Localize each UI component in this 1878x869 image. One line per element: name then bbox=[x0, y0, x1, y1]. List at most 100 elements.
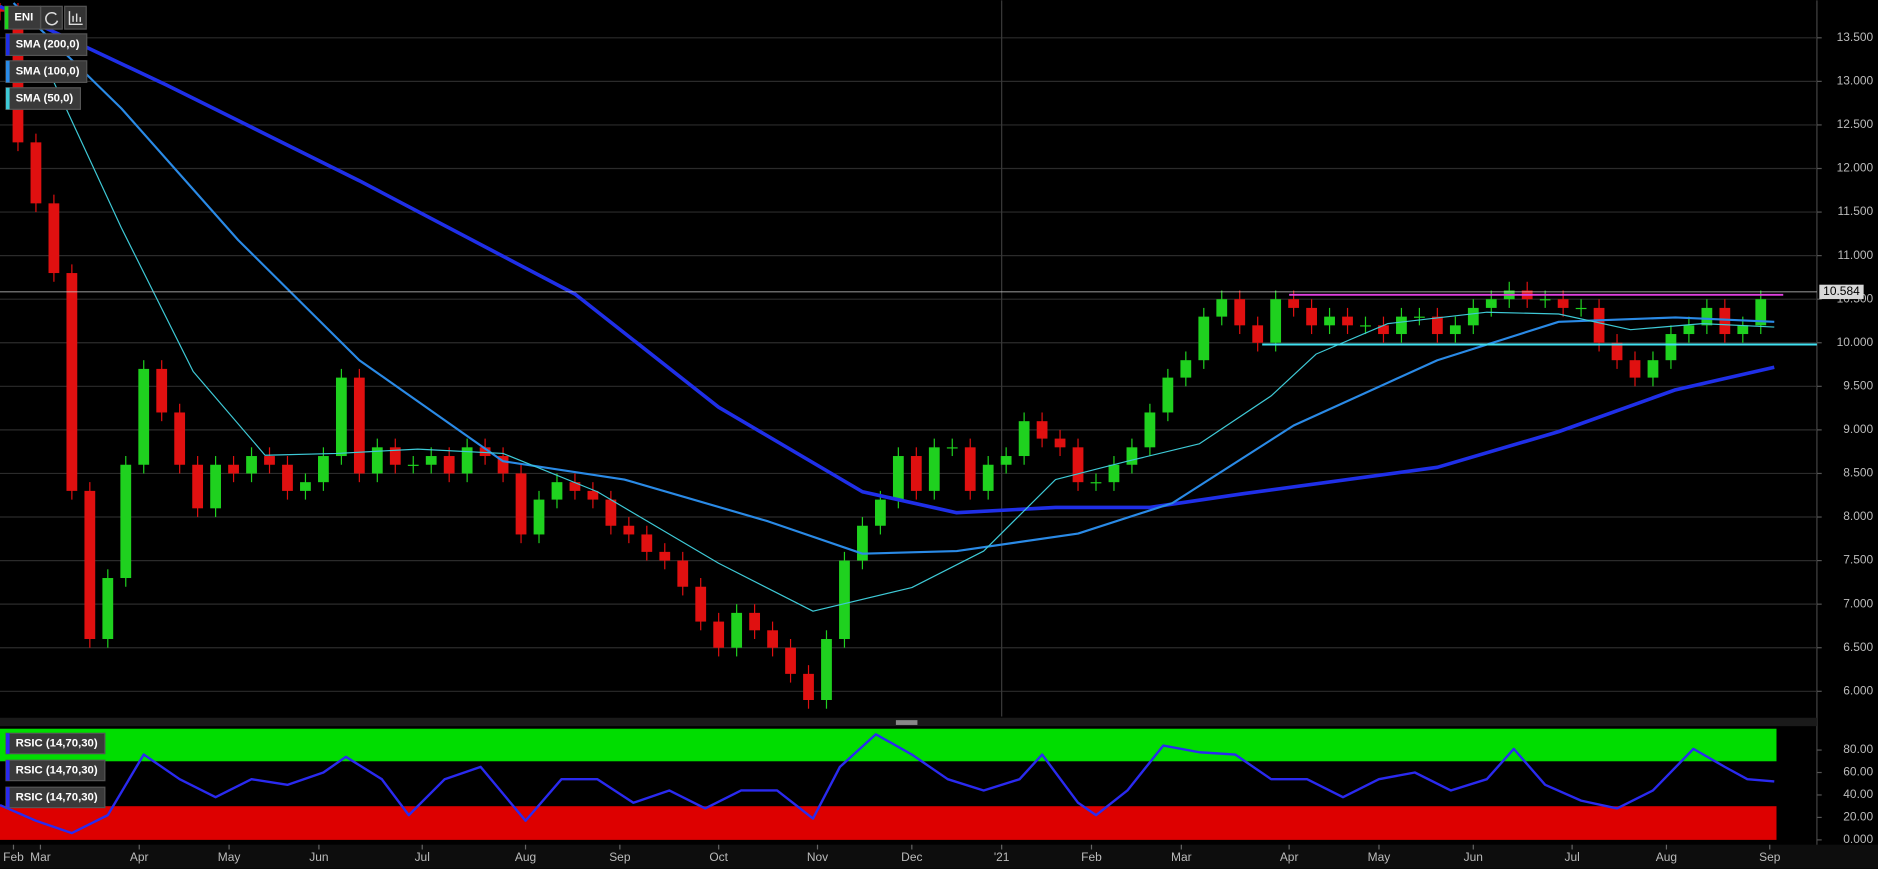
candle-body bbox=[1719, 307, 1731, 335]
candle-body bbox=[1611, 342, 1623, 361]
legend-swatch bbox=[5, 760, 10, 781]
resize-handle[interactable] bbox=[895, 720, 918, 725]
candle-body bbox=[66, 273, 78, 491]
candle-body bbox=[785, 647, 796, 674]
x-tick-label: '21 bbox=[994, 850, 1010, 864]
candle-body bbox=[964, 447, 976, 491]
candle-body bbox=[1755, 299, 1767, 326]
y-tick-label: 80.00 bbox=[1843, 742, 1873, 756]
refresh-icon bbox=[45, 12, 59, 26]
legend-label: RSIC (14,70,30) bbox=[16, 791, 98, 803]
y-tick-label: 7.500 bbox=[1843, 553, 1873, 567]
candle-body bbox=[1575, 307, 1587, 310]
legend-swatch bbox=[5, 787, 10, 808]
x-tick-label: Jun bbox=[309, 850, 328, 864]
candle-body bbox=[1342, 316, 1353, 326]
y-tick-label: 8.500 bbox=[1843, 466, 1873, 480]
settings-button[interactable] bbox=[64, 5, 87, 30]
candle-body bbox=[767, 630, 778, 648]
y-tick-label: 12.000 bbox=[1837, 161, 1874, 175]
candle-body bbox=[1198, 316, 1210, 361]
x-tick-label: Mar bbox=[1171, 850, 1192, 864]
settings-icon bbox=[68, 11, 83, 26]
candle-body bbox=[102, 578, 114, 640]
candle-body bbox=[1629, 360, 1641, 378]
legend-swatch bbox=[5, 733, 10, 754]
y-tick-label: 8.000 bbox=[1843, 509, 1873, 523]
candle-body bbox=[749, 612, 761, 631]
x-tick-label: May bbox=[1368, 850, 1391, 864]
x-tick-label: Apr bbox=[130, 850, 149, 864]
y-tick-label: 13.500 bbox=[1837, 30, 1874, 44]
candle-body bbox=[533, 499, 545, 535]
x-tick-label: Sep bbox=[1759, 850, 1781, 864]
legend-label: ENI bbox=[14, 12, 33, 24]
candle-body bbox=[371, 447, 383, 474]
candle-body bbox=[1054, 438, 1066, 448]
candle-body bbox=[605, 499, 617, 526]
candle-body bbox=[910, 456, 922, 491]
candle-body bbox=[246, 456, 257, 474]
candle-body bbox=[551, 482, 563, 500]
candle-body bbox=[407, 464, 419, 466]
candle-body bbox=[731, 612, 743, 648]
candle-body bbox=[1431, 316, 1443, 335]
candle-body bbox=[318, 456, 329, 483]
candle-body bbox=[515, 473, 527, 535]
candle-body bbox=[1270, 299, 1282, 343]
y-tick-label: 11.500 bbox=[1837, 204, 1873, 218]
candle-body bbox=[587, 490, 599, 500]
y-tick-label: 9.000 bbox=[1843, 422, 1873, 436]
legend-label: SMA (100,0) bbox=[16, 66, 80, 78]
candle-body bbox=[335, 377, 347, 457]
toolbar bbox=[40, 5, 87, 30]
candle-body bbox=[1593, 307, 1605, 343]
legend-swatch bbox=[5, 33, 10, 56]
y-tick-label: 7.000 bbox=[1843, 596, 1873, 610]
candle-body bbox=[174, 412, 186, 465]
y-tick-label: 12.500 bbox=[1837, 117, 1874, 131]
last-price-label: 10.584 bbox=[1823, 284, 1860, 298]
candle-body bbox=[677, 560, 689, 587]
candle-body bbox=[1396, 316, 1407, 335]
x-tick-label: May bbox=[218, 850, 241, 864]
y-tick-label: 0.000 bbox=[1843, 832, 1873, 846]
candle-body bbox=[982, 464, 994, 491]
candle-body bbox=[1647, 360, 1659, 378]
candle-body bbox=[48, 203, 60, 274]
refresh-button[interactable] bbox=[40, 5, 63, 30]
legend-label: RSIC (14,70,30) bbox=[16, 764, 98, 776]
candle-body bbox=[695, 586, 707, 622]
x-tick-label: Jul bbox=[1564, 850, 1579, 864]
x-tick-label: Nov bbox=[807, 850, 828, 864]
x-tick-label: Aug bbox=[515, 850, 536, 864]
candle-body bbox=[1018, 421, 1030, 457]
y-tick-label: 6.000 bbox=[1843, 683, 1873, 697]
x-tick-label: Jul bbox=[415, 850, 430, 864]
y-tick-label: 13.000 bbox=[1837, 74, 1874, 88]
candle-body bbox=[1090, 482, 1102, 484]
x-tick-label: Sep bbox=[609, 850, 631, 864]
candle-body bbox=[84, 490, 96, 640]
candle-body bbox=[1126, 447, 1138, 465]
rsi-band bbox=[0, 806, 1777, 840]
candle-body bbox=[425, 456, 437, 465]
candle-body bbox=[120, 464, 132, 579]
candle-body bbox=[1306, 307, 1317, 326]
candle-body bbox=[1288, 299, 1300, 308]
candle-body bbox=[1036, 421, 1048, 439]
candle-body bbox=[641, 534, 653, 552]
candle-body bbox=[282, 464, 293, 491]
candle-body bbox=[1683, 325, 1695, 335]
candle-body bbox=[1539, 299, 1551, 301]
candle-body bbox=[892, 456, 904, 500]
candle-body bbox=[803, 673, 814, 701]
candle-body bbox=[1234, 299, 1246, 326]
legend-label: SMA (50,0) bbox=[16, 93, 74, 105]
candle-body bbox=[713, 621, 725, 648]
candle-body bbox=[443, 456, 455, 474]
candle-body bbox=[1414, 316, 1425, 318]
candle-body bbox=[1216, 299, 1228, 317]
candle-body bbox=[1449, 325, 1461, 335]
candle-body bbox=[30, 142, 42, 204]
